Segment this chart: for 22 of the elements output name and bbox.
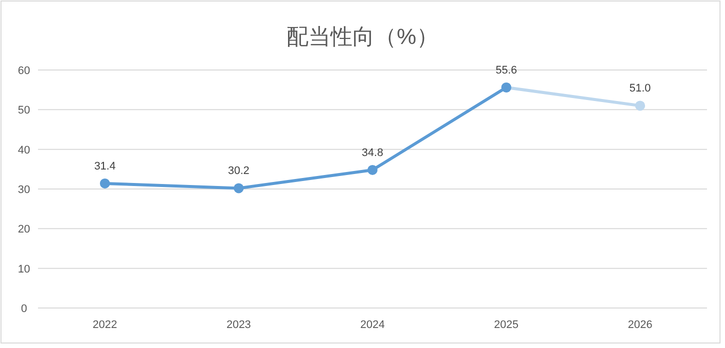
y-tick-label: 30 bbox=[18, 184, 30, 196]
y-tick-label: 20 bbox=[18, 224, 30, 236]
y-tick-label: 40 bbox=[18, 144, 30, 156]
y-tick-label: 10 bbox=[18, 263, 30, 276]
x-tick-label: 2025 bbox=[494, 319, 519, 331]
data-label: 34.8 bbox=[362, 146, 384, 159]
x-tick-label: 2022 bbox=[92, 319, 118, 331]
point bbox=[100, 178, 110, 188]
point bbox=[368, 164, 378, 175]
data-label: 31.4 bbox=[94, 160, 116, 172]
x-tick-label: 2023 bbox=[226, 319, 251, 331]
y-tick-label: 60 bbox=[18, 65, 30, 77]
y-tick-label: 50 bbox=[18, 104, 30, 117]
chart-title: 配当性向（%） bbox=[286, 24, 438, 49]
y-tick-label: 0 bbox=[20, 303, 28, 315]
point bbox=[234, 183, 244, 194]
x-tick-label: 2026 bbox=[628, 319, 652, 331]
x-tick-label: 2024 bbox=[360, 319, 385, 331]
data-label: 55.6 bbox=[496, 64, 518, 76]
data-label: 30.2 bbox=[228, 165, 250, 178]
data-label: 51.0 bbox=[629, 82, 651, 95]
point bbox=[635, 100, 646, 111]
